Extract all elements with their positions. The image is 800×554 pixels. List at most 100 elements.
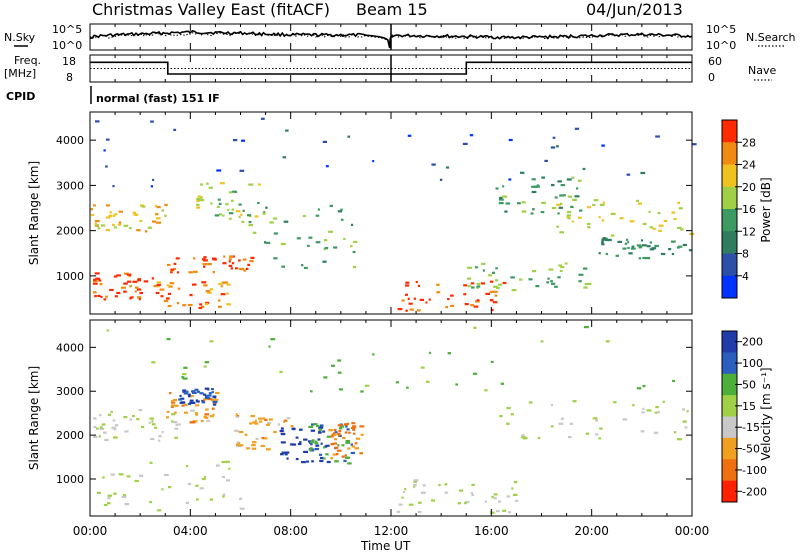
velocity-cell	[310, 441, 315, 444]
velocity-cell	[319, 424, 324, 427]
power-cell	[248, 221, 252, 224]
velocity-cell	[107, 497, 111, 500]
power-cell	[129, 285, 132, 288]
power-cell	[112, 223, 115, 226]
power-cell	[602, 237, 606, 240]
colorbar-tick-label: 4	[742, 270, 749, 283]
power-cell	[531, 178, 536, 181]
velocity-cell	[183, 366, 188, 369]
velocity-cell	[239, 497, 243, 500]
power-cell	[557, 276, 561, 279]
velocity-cell	[189, 399, 194, 402]
nsky-tick-top: 10^5	[52, 23, 82, 36]
colorbar-swatch	[722, 120, 737, 143]
velocity-cell	[337, 371, 342, 374]
velocity-cell	[171, 401, 176, 404]
velocity-cell	[447, 352, 451, 355]
power-cell	[303, 266, 308, 269]
velocity-cell	[200, 419, 204, 423]
power-cell	[197, 195, 202, 198]
velocity-cell	[268, 345, 271, 348]
power-cell	[269, 221, 274, 224]
power-cell	[641, 244, 647, 247]
power-cell	[470, 304, 475, 307]
power-cell	[223, 255, 226, 258]
power-cell	[210, 202, 213, 205]
power-cell	[498, 202, 504, 205]
velocity-cell	[196, 390, 201, 393]
velocity-cell	[255, 437, 259, 440]
velocity-cell	[295, 436, 299, 439]
velocity-cell	[134, 479, 139, 483]
power-cell	[248, 183, 254, 186]
power-cell	[260, 117, 265, 120]
velocity-cell	[280, 441, 286, 444]
velocity-cell	[102, 476, 105, 479]
cpid-label: CPID	[6, 90, 35, 103]
velocity-cell	[251, 447, 257, 450]
power-cell	[238, 259, 241, 262]
power-cell	[97, 294, 101, 297]
power-cell	[677, 245, 683, 248]
power-cell	[200, 305, 205, 308]
power-cell	[127, 280, 132, 283]
velocity-cell	[112, 419, 116, 422]
power-cell	[168, 285, 173, 288]
velocity-cell	[642, 407, 645, 410]
y-tick-label: 2000	[56, 429, 84, 442]
power-cell	[117, 223, 122, 226]
velocity-cell	[352, 428, 356, 431]
velocity-cell	[151, 361, 156, 364]
power-cell	[156, 285, 160, 288]
y-tick-label: 2000	[56, 225, 84, 238]
power-cell	[160, 295, 164, 298]
power-cell	[202, 263, 205, 266]
velocity-cell	[107, 502, 111, 505]
power-cell	[397, 308, 403, 311]
power-cell	[94, 295, 97, 298]
date-label: 04/Jun/2013	[586, 0, 683, 19]
power-cell	[94, 222, 97, 225]
power-cell	[315, 214, 320, 217]
power-cell	[112, 214, 116, 217]
velocity-cell	[149, 461, 153, 464]
time-axis-label: Time UT	[360, 539, 411, 553]
velocity-colorbar: 200 100 50 15 -15 -50 -100 -200	[721, 330, 767, 503]
power-cell	[535, 285, 540, 288]
power-cell	[476, 286, 479, 289]
colorbar-tick-label: 8	[742, 248, 749, 261]
velocity-cell	[264, 418, 268, 421]
velocity-cell	[350, 451, 355, 455]
power-cell	[637, 202, 642, 205]
power-cell	[283, 220, 289, 223]
power-cell	[108, 214, 113, 217]
power-cell	[156, 281, 161, 284]
power-cell	[577, 216, 582, 219]
velocity-cell	[123, 416, 128, 419]
velocity-cell	[124, 430, 129, 433]
power-cell	[273, 257, 278, 260]
power-cell	[94, 272, 100, 275]
velocity-cell	[632, 404, 635, 407]
velocity-cell	[309, 447, 313, 450]
power-cell	[164, 203, 168, 207]
power-cell	[559, 269, 563, 273]
velocity-cell	[352, 425, 357, 428]
velocity-cell	[211, 407, 215, 410]
power-cell	[307, 244, 310, 247]
power-cell	[92, 282, 98, 285]
velocity-cell	[239, 444, 244, 447]
power-cell	[206, 291, 212, 294]
velocity-cell	[335, 452, 339, 456]
velocity-cell	[455, 383, 459, 386]
velocity-cell	[101, 423, 106, 426]
velocity-cell	[506, 422, 510, 425]
velocity-cell	[396, 510, 401, 513]
power-cell	[558, 264, 563, 267]
velocity-cell	[425, 380, 430, 383]
power-cell	[598, 216, 601, 219]
power-cell	[164, 214, 167, 217]
power-cell	[105, 295, 108, 298]
power-cell	[474, 266, 478, 269]
power-cell	[619, 217, 624, 220]
